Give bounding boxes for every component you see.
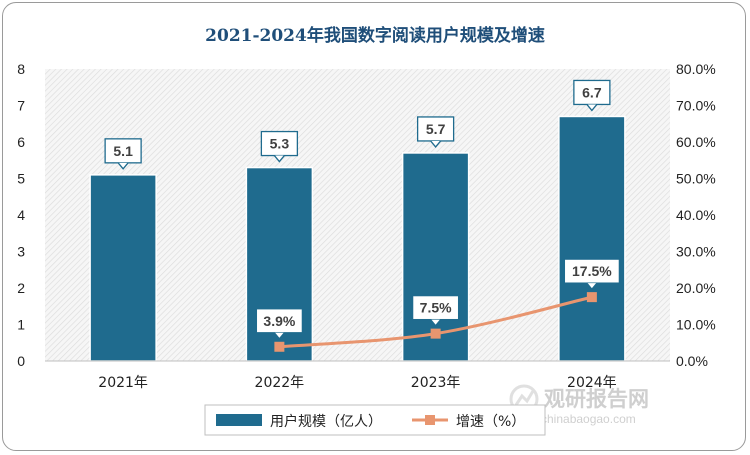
- right-axis-tick-label: 10.0%: [676, 317, 716, 333]
- line-data-label-box: [411, 294, 460, 321]
- watermark-text-cn: 观研报告网: [544, 387, 649, 411]
- line-data-label: 3.9%: [263, 313, 295, 329]
- bar-data-label-pointer: [117, 162, 129, 170]
- right-axis-tick-label: 0.0%: [676, 353, 708, 369]
- bar-data-label-pointer: [430, 140, 442, 148]
- data-labels: 5.1 5.3 5.7 6.7 3.9% 7.5% 17.5%: [104, 79, 621, 340]
- bar-data-label: 5.3: [270, 136, 290, 152]
- line-data-label: 17.5%: [572, 263, 612, 279]
- right-axis-tick-label: 30.0%: [676, 244, 716, 260]
- bar: [558, 115, 626, 362]
- bar-data-label-pointer: [586, 104, 598, 112]
- legend-bar-label: 用户规模（亿人）: [270, 413, 382, 430]
- x-axis: 2021年 2022年 2023年 2024年: [98, 375, 616, 391]
- right-axis-tick-label: 40.0%: [676, 207, 716, 223]
- bar-data-label: 6.7: [582, 84, 602, 100]
- right-axis: 0.0% 10.0% 20.0% 30.0% 40.0% 50.0% 60.0% 70.0% 8…: [676, 61, 716, 369]
- line-data-callout: 7.5%: [411, 294, 460, 327]
- right-axis-tick-label: 70.0%: [676, 98, 716, 114]
- bar-data-callout: 5.3: [260, 130, 299, 163]
- bar-data-label: 5.1: [113, 143, 133, 159]
- left-axis-tick-label: 2: [17, 280, 25, 296]
- bar-data-callout: 5.1: [104, 138, 142, 170]
- x-axis-tick-label: 2021年: [98, 375, 148, 391]
- right-axis-tick-label: 50.0%: [676, 171, 716, 187]
- line-data-label-pointer: [273, 332, 285, 340]
- line-data-callout: 3.9%: [255, 308, 304, 340]
- x-axis-tick-label: 2023年: [411, 375, 461, 391]
- x-axis-tick-label: 2022年: [255, 375, 305, 391]
- left-axis-tick-label: 5: [17, 171, 25, 187]
- line-series: [274, 292, 597, 352]
- right-axis-tick-label: 60.0%: [676, 134, 716, 150]
- bar: [89, 174, 157, 362]
- left-axis-tick-label: 7: [17, 98, 25, 114]
- left-axis-tick-label: 0: [17, 353, 25, 369]
- line-data-label-pointer: [586, 282, 598, 291]
- bar-data-label-pointer: [273, 155, 285, 163]
- x-axis-tick-label: 2024年: [567, 375, 617, 391]
- line-data-label-box: [563, 258, 621, 284]
- bar-data-callout: 6.7: [573, 79, 611, 112]
- growth-point: [586, 292, 597, 303]
- watermark-text-en: chinabaogao.com: [541, 412, 636, 426]
- line-data-callout: 17.5%: [563, 258, 621, 291]
- right-axis-tick-label: 80.0%: [676, 61, 716, 77]
- right-axis-tick-label: 20.0%: [676, 280, 716, 296]
- growth-point: [274, 341, 285, 352]
- left-axis-tick-label: 3: [17, 244, 25, 260]
- left-axis-tick-label: 4: [17, 207, 25, 223]
- watermark: 观研报告网 chinabaogao.com: [509, 384, 649, 426]
- left-axis-tick-label: 8: [17, 61, 25, 77]
- bar-data-label-box: [260, 130, 299, 157]
- line-data-label: 7.5%: [420, 300, 452, 316]
- line-data-label-pointer: [430, 319, 442, 327]
- legend-bar-swatch: [216, 414, 262, 426]
- left-axis-tick-label: 1: [17, 317, 25, 333]
- legend: 用户规模（亿人） 增速（%）: [204, 404, 546, 436]
- legend-line-label: 增速（%）: [456, 414, 525, 430]
- left-axis: 0 1 2 3 4 5 6 7 8: [17, 61, 25, 369]
- bar-data-label: 5.7: [426, 121, 446, 137]
- bar-data-callout: 5.7: [416, 116, 455, 148]
- legend-line-marker: [425, 415, 435, 425]
- left-axis-tick-label: 6: [17, 134, 25, 150]
- growth-point: [430, 328, 441, 339]
- chart-title: 2021-2024年我国数字阅读用户规模及增速: [205, 25, 545, 46]
